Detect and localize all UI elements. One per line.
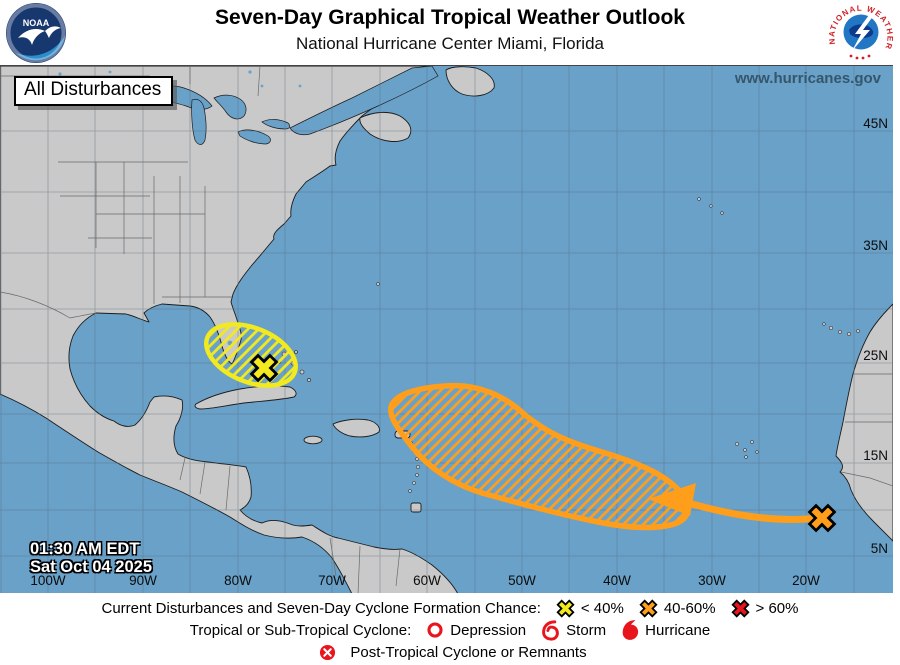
post-tropical-icon — [319, 644, 336, 661]
noaa-logo-icon: NOAA — [6, 3, 66, 63]
legend-item-high: > 60% — [730, 598, 798, 618]
legend-row2-label: Tropical or Sub-Tropical Cyclone: — [189, 621, 412, 639]
lake-erie — [237, 129, 271, 145]
svg-text:40W: 40W — [603, 573, 631, 588]
timestamp-time: 01:30 AM EDT — [30, 540, 140, 558]
lake-michigan — [191, 98, 207, 145]
hurricane-icon — [621, 619, 639, 641]
storm-icon — [541, 619, 560, 641]
legend-item-storm: Storm — [541, 619, 606, 641]
longitude-labels: 100W 90W 80W 70W 60W 50W 40W 30W 20W — [30, 573, 820, 588]
svg-text:20W: 20W — [792, 573, 820, 588]
legend: Current Disturbances and Seven-Day Cyclo… — [0, 593, 900, 665]
svg-text:45N: 45N — [863, 116, 888, 131]
legend-row-cyclone-types: Tropical or Sub-Tropical Cyclone: Depres… — [0, 619, 900, 641]
legend-item-hurricane: Hurricane — [621, 619, 710, 641]
legend-item-depression: Depression — [426, 621, 526, 639]
legend-row-formation-chance: Current Disturbances and Seven-Day Cyclo… — [0, 597, 900, 619]
basemap-graphic: 45N 35N 25N 15N 5N 100W 90W 80W 70W 60W … — [0, 66, 893, 594]
timestamp: 01:30 AM EDT Sat Oct 04 2025 — [30, 540, 152, 576]
header: NOAA Seven-Day Graphical Tropical Weathe… — [0, 0, 900, 65]
svg-text:25N: 25N — [863, 348, 888, 363]
all-disturbances-label: All Disturbances — [14, 76, 174, 106]
red-x-icon — [730, 598, 750, 618]
svg-text:50W: 50W — [508, 573, 536, 588]
svg-text:80W: 80W — [224, 573, 252, 588]
timestamp-date: Sat Oct 04 2025 — [30, 558, 152, 576]
jamaica-island — [303, 435, 323, 445]
cape-verde-islands — [735, 440, 759, 459]
svg-text:35N: 35N — [863, 238, 888, 253]
page-subtitle: National Hurricane Center Miami, Florida — [295, 34, 604, 53]
nws-logo-icon: NATIONAL WEATHER SERVICE — [828, 2, 893, 60]
lake-ontario — [261, 119, 291, 130]
legend-item-medium: 40-60% — [639, 598, 716, 618]
st-lawrence-river — [289, 66, 439, 136]
legend-row1-label: Current Disturbances and Seven-Day Cyclo… — [101, 599, 541, 617]
yellow-x-icon — [556, 598, 575, 618]
track-arrow — [648, 483, 822, 523]
legend-item-post-tropical: Post-Tropical Cyclone or Remnants — [319, 644, 587, 661]
legend-row-post-tropical: Post-Tropical Cyclone or Remnants — [0, 641, 900, 663]
trinidad-island — [410, 502, 422, 513]
svg-text:90W: 90W — [129, 573, 157, 588]
svg-text:70W: 70W — [318, 573, 346, 588]
orange-x-icon — [639, 598, 658, 618]
svg-text:5N: 5N — [871, 541, 888, 556]
orange-disturbance-area — [388, 382, 691, 531]
svg-text:30W: 30W — [698, 573, 726, 588]
cuba-island — [194, 385, 297, 410]
yellow-x-marker — [249, 353, 279, 383]
nova-scotia — [359, 111, 412, 142]
canary-islands — [822, 322, 860, 336]
hispaniola-island — [332, 418, 380, 438]
page-title: Seven-Day Graphical Tropical Weather Out… — [215, 6, 685, 29]
svg-text:60W: 60W — [413, 573, 441, 588]
orange-x-marker — [807, 503, 837, 533]
bermuda-island — [376, 282, 380, 286]
newfoundland-island — [445, 66, 495, 97]
latitude-labels: 45N 35N 25N 15N 5N — [863, 116, 888, 556]
outlook-map: 45N 35N 25N 15N 5N 100W 90W 80W 70W 60W … — [0, 65, 893, 594]
svg-text:15N: 15N — [863, 448, 888, 463]
hurricanes-gov-url: www.hurricanes.gov — [734, 70, 881, 87]
svg-text:100W: 100W — [30, 573, 66, 588]
graticule — [0, 66, 893, 594]
svg-text:NOAA: NOAA — [23, 18, 50, 28]
depression-icon — [426, 621, 444, 639]
legend-item-low: < 40% — [556, 598, 624, 618]
